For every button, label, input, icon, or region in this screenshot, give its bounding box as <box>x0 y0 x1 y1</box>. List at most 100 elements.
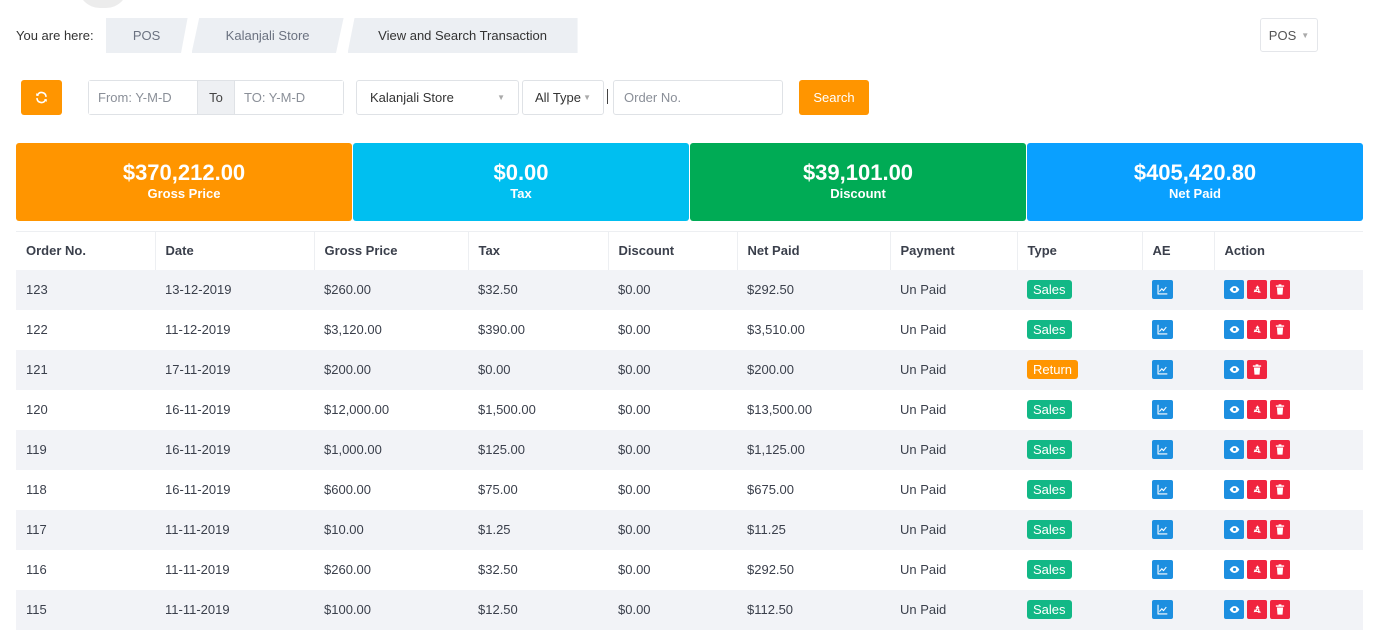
net-paid-cell: $292.50 <box>737 549 890 590</box>
column-header[interactable]: Gross Price <box>313 231 468 270</box>
delete-button[interactable] <box>1270 480 1290 499</box>
column-header[interactable]: AE <box>1141 231 1214 270</box>
eye-icon <box>1229 526 1239 533</box>
ae-cell <box>1142 389 1214 430</box>
ae-chart-button[interactable] <box>1152 320 1173 339</box>
refresh-button[interactable] <box>21 80 62 115</box>
view-button[interactable] <box>1224 600 1244 619</box>
refund-button[interactable] <box>1247 320 1267 339</box>
net-paid-cell: $675.00 <box>737 469 890 510</box>
refund-button[interactable] <box>1247 600 1267 619</box>
type-cell: Sales <box>1017 309 1142 350</box>
recycle-icon <box>1253 405 1261 413</box>
tax-cell: $12.50 <box>468 589 608 630</box>
trash-icon <box>1275 284 1285 295</box>
refund-button[interactable] <box>1247 520 1267 539</box>
ae-chart-button[interactable] <box>1152 480 1173 499</box>
table-row: 116 11-11-2019 $260.00 $32.50 $0.00 $292.50 Un… <box>16 549 1363 590</box>
view-button[interactable] <box>1224 560 1244 579</box>
type-cell: Sales <box>1017 429 1142 470</box>
recycle-icon <box>1253 445 1261 453</box>
delete-button[interactable] <box>1270 400 1290 419</box>
delete-button[interactable] <box>1270 600 1290 619</box>
caret-down-icon: ▼ <box>583 93 591 102</box>
recycle-icon <box>1253 285 1261 293</box>
view-button[interactable] <box>1224 280 1244 299</box>
line-chart-icon <box>1157 604 1168 615</box>
type-cell: Return <box>1017 349 1142 390</box>
net-paid-cell: $13,500.00 <box>737 389 890 430</box>
search-button[interactable]: Search <box>799 80 869 115</box>
payment-cell: Un Paid <box>890 509 1017 550</box>
column-header[interactable]: Payment <box>889 231 1017 270</box>
line-chart-icon <box>1157 444 1168 455</box>
gross-price-cell: $10.00 <box>314 509 468 550</box>
view-button[interactable] <box>1224 360 1244 379</box>
refund-button[interactable] <box>1247 280 1267 299</box>
store-select[interactable]: Kalanjali Store ▼ <box>356 80 519 115</box>
order-number-cell: 123 <box>16 269 155 310</box>
delete-button[interactable] <box>1270 440 1290 459</box>
view-button[interactable] <box>1224 520 1244 539</box>
view-button[interactable] <box>1224 440 1244 459</box>
tax-cell: $0.00 <box>468 349 608 390</box>
ae-chart-button[interactable] <box>1152 560 1173 579</box>
refund-button[interactable] <box>1247 400 1267 419</box>
to-date-input[interactable] <box>235 81 343 114</box>
discount-card: $39,101.00 Discount <box>690 143 1026 221</box>
tax-amount: $0.00 <box>493 160 549 185</box>
table-row: 119 16-11-2019 $1,000.00 $125.00 $0.00 $1,125… <box>16 429 1363 470</box>
table-row: 122 11-12-2019 $3,120.00 $390.00 $0.00 $3,510… <box>16 309 1363 350</box>
breadcrumb-item-pos[interactable]: POS <box>105 18 188 53</box>
refund-button[interactable] <box>1247 440 1267 459</box>
view-button[interactable] <box>1224 320 1244 339</box>
ae-chart-button[interactable] <box>1152 280 1173 299</box>
date-cell: 16-11-2019 <box>155 429 314 470</box>
line-chart-icon <box>1157 324 1168 335</box>
breadcrumb-item-store[interactable]: Kalanjali Store <box>191 18 344 53</box>
column-header[interactable]: Date <box>154 231 314 270</box>
payment-cell: Un Paid <box>890 549 1017 590</box>
refund-button[interactable] <box>1247 560 1267 579</box>
delete-button[interactable] <box>1270 280 1290 299</box>
ae-chart-button[interactable] <box>1152 440 1173 459</box>
discount-amount: $39,101.00 <box>802 160 914 185</box>
table-row: 121 17-11-2019 $200.00 $0.00 $0.00 $200.00 Un … <box>16 349 1363 390</box>
ae-chart-button[interactable] <box>1152 360 1173 379</box>
action-cell <box>1214 349 1363 390</box>
column-header[interactable]: Type <box>1016 231 1142 270</box>
delete-button[interactable] <box>1270 320 1290 339</box>
ae-chart-button[interactable] <box>1152 600 1173 619</box>
column-header[interactable]: Discount <box>607 231 737 270</box>
column-header[interactable]: Action <box>1213 231 1363 270</box>
action-cell <box>1214 469 1363 510</box>
ae-chart-button[interactable] <box>1152 520 1173 539</box>
ae-chart-button[interactable] <box>1152 400 1173 419</box>
type-select[interactable]: All Type ▼ <box>522 80 604 115</box>
net-paid-card: $405,420.80 Net Paid <box>1027 143 1363 221</box>
refund-button[interactable] <box>1247 480 1267 499</box>
breadcrumb-item-current: View and Search Transaction <box>347 18 578 53</box>
type-cell: Sales <box>1017 389 1142 430</box>
from-date-input[interactable] <box>89 81 197 114</box>
table-row: 118 16-11-2019 $600.00 $75.00 $0.00 $675.00 Un… <box>16 469 1363 510</box>
view-button[interactable] <box>1224 400 1244 419</box>
table-row: 115 11-11-2019 $100.00 $12.50 $0.00 $112.50 Un… <box>16 589 1363 630</box>
line-chart-icon <box>1157 404 1168 415</box>
transactions-table: Order No. Date Gross Price Tax Discount … <box>16 231 1363 630</box>
delete-button[interactable] <box>1270 560 1290 579</box>
delete-button[interactable] <box>1270 520 1290 539</box>
pos-dropdown[interactable]: POS ▼ <box>1260 18 1318 52</box>
column-header[interactable]: Tax <box>467 231 608 270</box>
type-select-value: All Type <box>535 90 582 105</box>
type-badge: Return <box>1027 360 1079 379</box>
order-number-input[interactable] <box>613 80 783 115</box>
discount-cell: $0.00 <box>608 429 737 470</box>
view-button[interactable] <box>1224 480 1244 499</box>
type-cell: Sales <box>1017 549 1142 590</box>
delete-button[interactable] <box>1247 360 1267 379</box>
column-header[interactable]: Net Paid <box>736 231 890 270</box>
column-header[interactable]: Order No. <box>16 231 155 270</box>
ae-cell <box>1142 509 1214 550</box>
ae-cell <box>1142 469 1214 510</box>
